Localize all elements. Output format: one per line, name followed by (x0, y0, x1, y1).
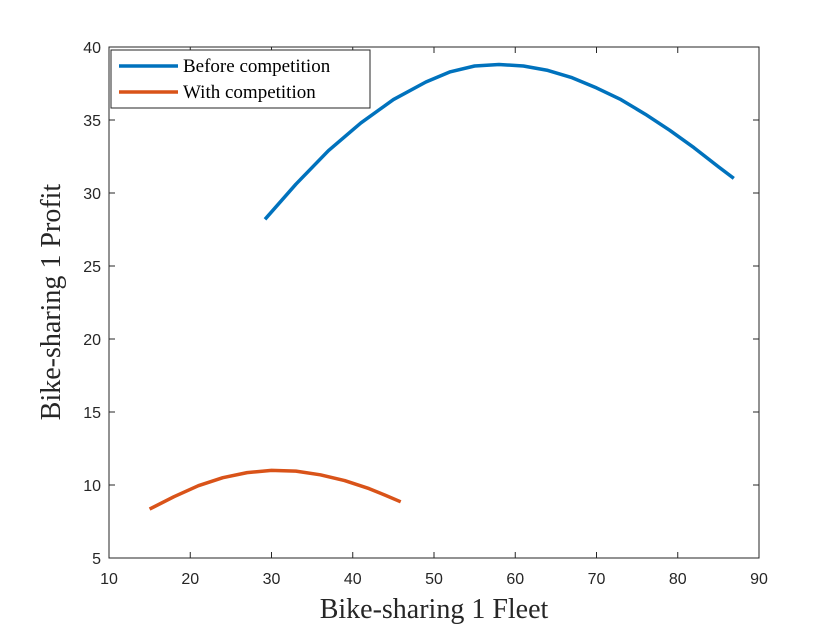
y-axis-ticks: 5 10 15 20 25 30 35 40 (83, 40, 759, 568)
plot-area (108, 46, 760, 559)
x-tick-label: 80 (669, 571, 687, 588)
y-tick-label: 30 (83, 186, 101, 203)
x-axis-ticks: 10 20 30 40 50 60 70 80 90 (100, 47, 768, 588)
legend-label-with-competition: With competition (183, 82, 316, 103)
x-tick-label: 90 (750, 571, 768, 588)
x-tick-label: 40 (344, 571, 362, 588)
legend-label-before-competition: Before competition (183, 56, 331, 77)
legend: Before competition With competition (110, 49, 371, 109)
y-tick-label: 40 (83, 40, 101, 57)
x-tick-label: 30 (263, 571, 281, 588)
x-tick-label: 60 (506, 571, 524, 588)
y-tick-label: 15 (83, 405, 101, 422)
y-axis-title: Bike-sharing 1 Profit (36, 184, 67, 421)
y-tick-label: 10 (83, 478, 101, 495)
series-layer (148, 62, 735, 511)
series-line-before-competition (263, 62, 735, 221)
x-tick-label: 70 (588, 571, 606, 588)
y-tick-label: 35 (83, 113, 101, 130)
y-tick-label: 20 (83, 332, 101, 349)
x-axis-title: Bike-sharing 1 Fleet (320, 594, 549, 625)
y-tick-label: 5 (92, 551, 101, 568)
x-tick-label: 10 (100, 571, 118, 588)
x-tick-label: 20 (181, 571, 199, 588)
legend-box (110, 49, 371, 109)
x-tick-label: 50 (425, 571, 443, 588)
series-line-with-competition (148, 468, 402, 511)
y-tick-label: 25 (83, 259, 101, 276)
